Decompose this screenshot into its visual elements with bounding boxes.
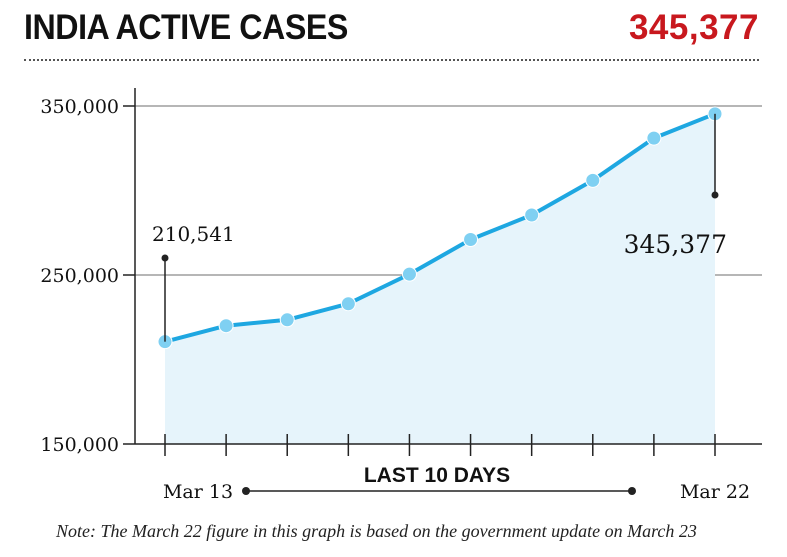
data-point-6: [524, 207, 540, 223]
x-tick-label: Mar 13: [163, 481, 233, 503]
data-label-0: 210,541: [152, 222, 235, 246]
y-tick-label: 350,000: [40, 96, 119, 118]
data-point-2: [279, 312, 295, 328]
series-area: [165, 113, 715, 444]
data-label-9: 345,377: [624, 230, 727, 259]
range-end-dot: [628, 487, 636, 495]
axis-layer: [123, 88, 762, 495]
x-range-label: LAST 10 DAYS: [364, 464, 510, 487]
range-start-dot: [242, 487, 250, 495]
label-layer: 350,000 250,000 150,000 Mar 13 Mar 22 LAST 10…: [40, 96, 750, 503]
annotation-layer: 210,541 345,377: [152, 113, 727, 342]
x-tick-label: Mar 22: [680, 481, 750, 503]
annotation-dot: [161, 254, 169, 262]
annotation-dot: [711, 191, 719, 199]
range-label-bg: [342, 458, 532, 486]
data-point-7: [585, 172, 601, 188]
chart-title: INDIA ACTIVE CASES: [24, 8, 348, 47]
data-point-5: [463, 232, 479, 248]
series-line: [164, 111, 716, 344]
footer-note: Note: The March 22 figure in this graph …: [56, 521, 697, 541]
data-point-3: [340, 296, 356, 312]
y-tick-label: 250,000: [40, 265, 119, 287]
y-tick-label: 150,000: [40, 434, 119, 456]
data-point-1: [218, 318, 234, 334]
data-point-8: [646, 130, 662, 146]
headline-total-value: 345,377: [628, 8, 759, 47]
data-point-4: [401, 266, 417, 282]
header-divider: [24, 59, 759, 61]
